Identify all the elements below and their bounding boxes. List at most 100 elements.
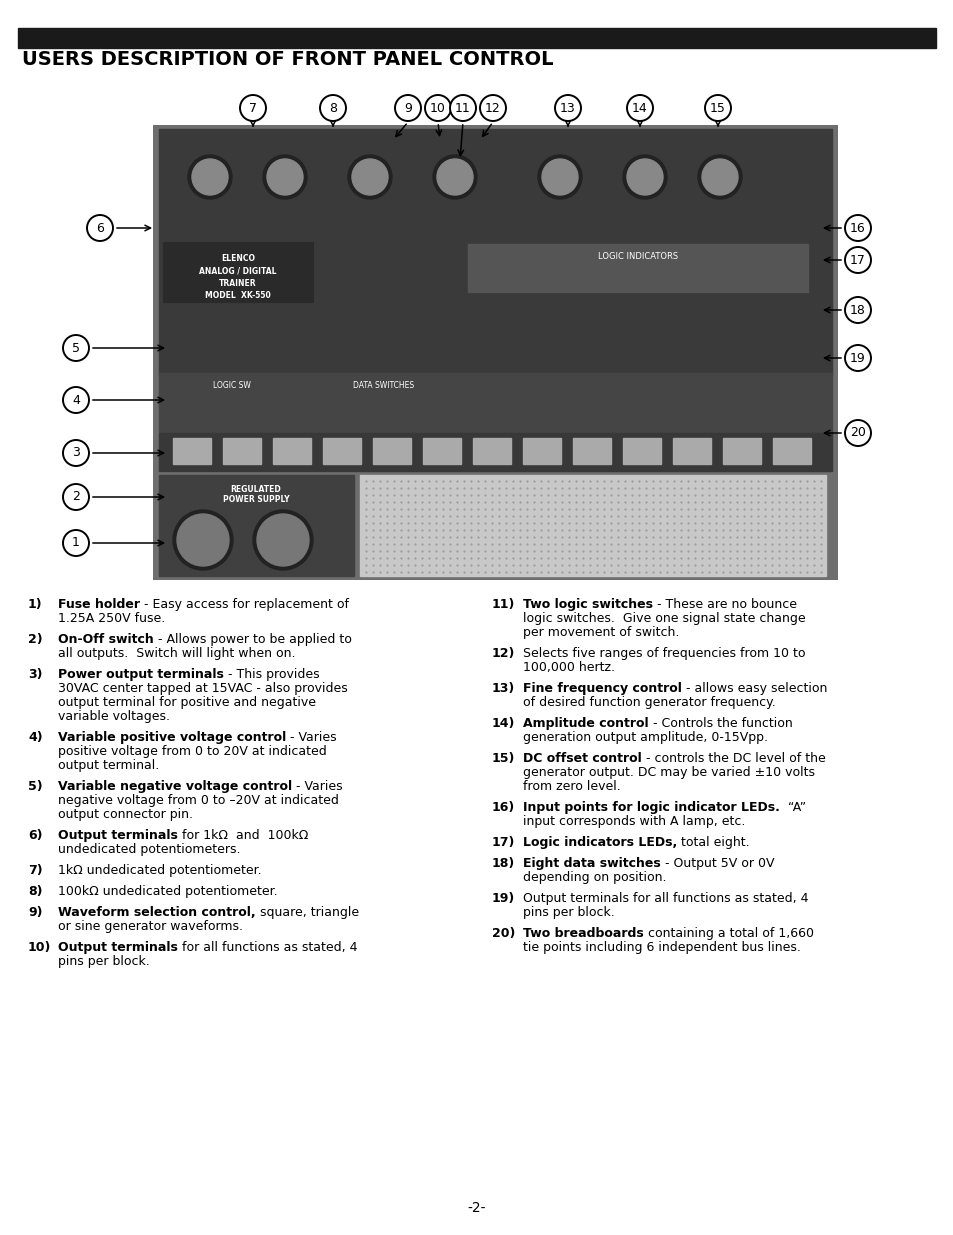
Text: 30VAC center tapped at 15VAC - also provides: 30VAC center tapped at 15VAC - also prov… [58, 682, 348, 695]
Text: 3: 3 [72, 447, 80, 459]
Text: Output terminals: Output terminals [58, 829, 177, 842]
Text: 6: 6 [96, 221, 104, 235]
Circle shape [63, 440, 89, 466]
Bar [373, 438, 411, 464]
Text: 20: 20 [849, 426, 865, 440]
Bar [473, 438, 511, 464]
Text: 15): 15) [492, 752, 515, 764]
Text: 3): 3) [28, 668, 43, 680]
Text: 1.25A 250V fuse.: 1.25A 250V fuse. [58, 613, 165, 625]
Text: Power output terminals: Power output terminals [58, 668, 224, 680]
Text: 13): 13) [492, 682, 515, 695]
Text: - This provides: - This provides [224, 668, 319, 680]
Circle shape [844, 296, 870, 324]
Circle shape [188, 156, 232, 199]
Circle shape [541, 159, 578, 195]
Bar [223, 438, 261, 464]
Bar [468, 245, 807, 291]
Circle shape [87, 215, 112, 241]
Text: 19: 19 [849, 352, 865, 364]
Text: generation output amplitude, 0-15Vpp.: generation output amplitude, 0-15Vpp. [522, 731, 767, 743]
Text: DATA SWITCHES: DATA SWITCHES [353, 382, 414, 390]
Text: - Controls the function: - Controls the function [648, 718, 792, 730]
Circle shape [844, 247, 870, 273]
Bar [159, 433, 831, 471]
Text: output terminal.: output terminal. [58, 760, 159, 772]
Text: - controls the DC level of the: - controls the DC level of the [641, 752, 824, 764]
Text: Output terminals: Output terminals [58, 941, 177, 953]
Circle shape [192, 159, 228, 195]
Text: Waveform selection control,: Waveform selection control, [58, 906, 255, 919]
Text: 2): 2) [28, 634, 43, 646]
Bar [722, 438, 760, 464]
Circle shape [844, 215, 870, 241]
Bar [163, 242, 313, 303]
Text: square, triangle: square, triangle [255, 906, 358, 919]
Circle shape [348, 156, 392, 199]
Text: per movement of switch.: per movement of switch. [522, 626, 679, 638]
Text: 20): 20) [492, 927, 515, 940]
Text: of desired function generator frequency.: of desired function generator frequency. [522, 697, 775, 709]
Circle shape [63, 484, 89, 510]
Text: 10: 10 [430, 101, 445, 115]
Circle shape [263, 156, 307, 199]
Bar [573, 438, 610, 464]
Text: 12): 12) [492, 647, 515, 659]
Circle shape [352, 159, 388, 195]
Bar [522, 438, 560, 464]
Circle shape [537, 156, 581, 199]
Text: Two logic switches: Two logic switches [522, 598, 652, 611]
Circle shape [622, 156, 666, 199]
Text: -2-: -2- [467, 1200, 486, 1215]
Text: LOGIC SW: LOGIC SW [213, 382, 251, 390]
Text: - Allows power to be applied to: - Allows power to be applied to [153, 634, 352, 646]
Text: Variable positive voltage control: Variable positive voltage control [58, 731, 286, 743]
Text: 19): 19) [492, 892, 515, 905]
Circle shape [844, 420, 870, 446]
Text: - Easy access for replacement of: - Easy access for replacement of [140, 598, 349, 611]
Text: 16: 16 [849, 221, 865, 235]
Text: Two breadboards: Two breadboards [522, 927, 643, 940]
Circle shape [256, 514, 309, 566]
Text: 1kΩ undedicated potentiometer.: 1kΩ undedicated potentiometer. [58, 864, 261, 877]
Text: undedicated potentiometers.: undedicated potentiometers. [58, 844, 240, 856]
Circle shape [433, 156, 476, 199]
Text: 4): 4) [28, 731, 43, 743]
Bar [422, 438, 460, 464]
Circle shape [479, 95, 505, 121]
Text: - Varies: - Varies [286, 731, 336, 743]
Text: Fine frequency control: Fine frequency control [522, 682, 681, 695]
Text: 17: 17 [849, 253, 865, 267]
Text: for all functions as stated, 4: for all functions as stated, 4 [177, 941, 357, 953]
Text: variable voltages.: variable voltages. [58, 710, 170, 722]
Text: 18): 18) [492, 857, 515, 869]
Text: from zero level.: from zero level. [522, 781, 620, 793]
Circle shape [63, 530, 89, 556]
Text: Selects five ranges of frequencies from 10 to: Selects five ranges of frequencies from … [522, 647, 804, 659]
Text: 9: 9 [404, 101, 412, 115]
Bar [152, 125, 837, 580]
Circle shape [63, 335, 89, 361]
Text: 14): 14) [492, 718, 515, 730]
Text: logic switches.  Give one signal state change: logic switches. Give one signal state ch… [522, 613, 804, 625]
Text: containing a total of 1,660: containing a total of 1,660 [643, 927, 813, 940]
Text: all outputs.  Switch will light when on.: all outputs. Switch will light when on. [58, 647, 295, 659]
Text: - These are no bounce: - These are no bounce [652, 598, 796, 611]
Text: REGULATED
POWER SUPPLY: REGULATED POWER SUPPLY [222, 485, 289, 504]
Circle shape [267, 159, 303, 195]
Text: Output terminals for all functions as stated, 4: Output terminals for all functions as st… [522, 892, 807, 905]
Text: Variable negative voltage control: Variable negative voltage control [58, 781, 292, 793]
Text: “A”: “A” [779, 802, 805, 814]
Text: Eight data switches: Eight data switches [522, 857, 660, 869]
Bar [159, 475, 354, 576]
Text: pins per block.: pins per block. [58, 955, 150, 968]
Circle shape [450, 95, 476, 121]
Bar [672, 438, 710, 464]
Text: negative voltage from 0 to –20V at indicated: negative voltage from 0 to –20V at indic… [58, 794, 338, 806]
Text: 16): 16) [492, 802, 515, 814]
Bar [323, 438, 360, 464]
Text: USERS DESCRIPTION OF FRONT PANEL CONTROL: USERS DESCRIPTION OF FRONT PANEL CONTROL [22, 49, 553, 69]
Circle shape [626, 159, 662, 195]
Text: pins per block.: pins per block. [522, 906, 614, 919]
Text: - Output 5V or 0V: - Output 5V or 0V [660, 857, 774, 869]
